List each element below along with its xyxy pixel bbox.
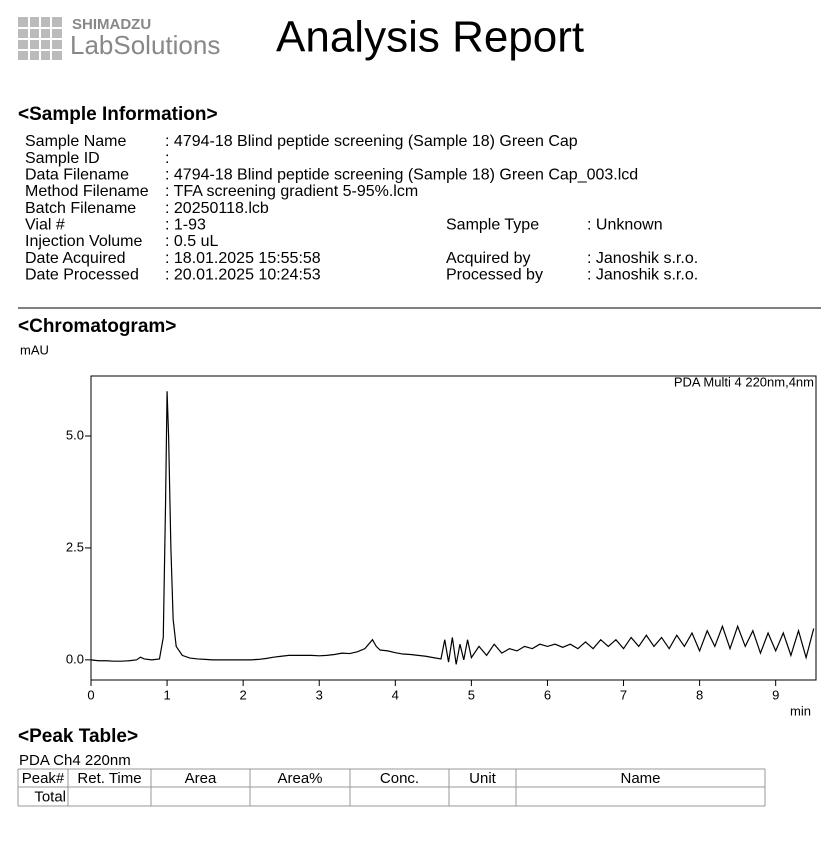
info-label: Processed by [446, 266, 543, 283]
section-heading: <Chromatogram> [18, 316, 176, 337]
info-value: : 4794-18 Blind peptide screening (Sampl… [165, 133, 578, 150]
info-value: : 20.01.2025 10:24:53 [165, 266, 321, 283]
info-value: : 1-93 [165, 216, 206, 233]
column-header: Conc. [380, 770, 419, 787]
y-axis-label: mAU [20, 342, 49, 357]
info-label: Date Acquired [25, 250, 126, 267]
annotation: PDA Multi 4 220nm,4nm [674, 374, 814, 389]
x-tick-label: 4 [392, 687, 399, 702]
y-tick-label: 0.0 [66, 651, 84, 666]
info-label: Method Filename [25, 183, 149, 200]
column-header: Area% [277, 770, 322, 787]
table-caption: PDA Ch4 220nm [19, 752, 131, 769]
x-tick-label: 8 [696, 687, 703, 702]
info-label: Injection Volume [25, 233, 143, 250]
info-label: Batch Filename [25, 200, 136, 217]
x-tick-label: 7 [620, 687, 627, 702]
column-header: Area [185, 770, 217, 787]
x-tick-label: 6 [544, 687, 551, 702]
info-label: Vial # [25, 216, 65, 233]
x-tick-label: 0 [87, 687, 94, 702]
column-header: Peak# [22, 770, 65, 787]
info-label: Sample ID [25, 150, 100, 167]
info-label: Sample Name [25, 133, 126, 150]
info-value: : 4794-18 Blind peptide screening (Sampl… [165, 167, 638, 184]
x-axis-label: min [790, 703, 811, 718]
info-value: : Unknown [587, 216, 663, 233]
x-tick-label: 1 [163, 687, 170, 702]
info-label: Sample Type [446, 216, 539, 233]
info-value: : 0.5 uL [165, 233, 218, 250]
plot-frame [90, 375, 817, 681]
section-heading: <Sample Information> [18, 104, 218, 125]
column-header: Name [620, 770, 660, 787]
column-header: Ret. Time [77, 770, 141, 787]
info-value: : TFA screening gradient 5-95%.lcm [165, 183, 418, 200]
x-tick-label: 2 [240, 687, 247, 702]
logo-grid [18, 17, 62, 60]
info-value: : [165, 150, 169, 167]
product: LabSolutions [70, 30, 220, 60]
info-value: : 18.01.2025 15:55:58 [165, 250, 321, 267]
section-heading: <Peak Table> [18, 726, 138, 747]
info-value: : Janoshik s.r.o. [587, 250, 698, 267]
y-tick-label: 5.0 [66, 427, 84, 442]
info-label: Data Filename [25, 167, 129, 184]
info-label: Date Processed [25, 266, 139, 283]
report-title: Analysis Report [276, 13, 584, 62]
total-label: Total [34, 788, 66, 805]
x-tick-label: 9 [772, 687, 779, 702]
y-tick-label: 2.5 [66, 539, 84, 554]
brand: SHIMADZU [72, 16, 151, 33]
info-value: : 20250118.lcb [165, 200, 269, 217]
x-tick-label: 3 [316, 687, 323, 702]
x-tick-label: 5 [468, 687, 475, 702]
info-value: : Janoshik s.r.o. [587, 266, 698, 283]
chromatogram-line [90, 391, 815, 665]
column-header: Unit [469, 770, 497, 787]
info-label: Acquired by [446, 250, 531, 267]
